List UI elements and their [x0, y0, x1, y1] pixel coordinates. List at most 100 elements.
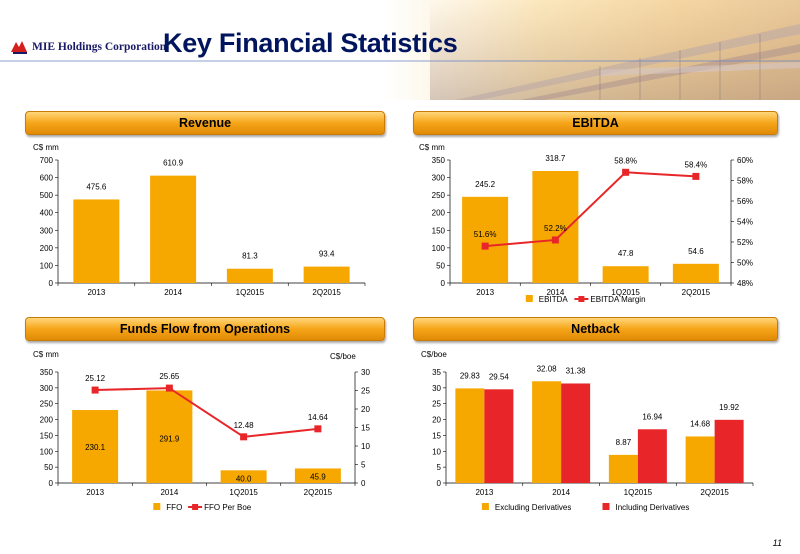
- ebitda-y-tick-label: 100: [432, 244, 446, 253]
- ebitda-line-marker: [551, 236, 559, 244]
- netback-y-tick-label: 35: [432, 368, 441, 377]
- ffo-bar-label: 230.1: [85, 443, 106, 452]
- ffo-y-tick-label: 350: [40, 368, 54, 377]
- netback-y-tick-label: 0: [437, 479, 442, 488]
- ffo-y-tick-label: 200: [40, 416, 54, 425]
- netback-x-tick-label: 1Q2015: [624, 488, 653, 497]
- ffo-y-axis-label: C$ mm: [33, 350, 59, 359]
- netback-legend-label: Excluding Derivatives: [495, 503, 571, 512]
- ebitda-y-axis-label: C$ mm: [419, 143, 445, 152]
- ebitda-y2-tick-label: 52%: [737, 238, 753, 247]
- ffo-y2-tick-label: 30: [361, 368, 370, 377]
- ffo-bar-label: 40.0: [236, 474, 252, 483]
- page-title: Key Financial Statistics: [163, 28, 458, 58]
- ebitda-x-tick-label: 2013: [476, 288, 494, 297]
- ffo-y-tick-label: 50: [44, 463, 53, 472]
- netback-bar: [637, 429, 667, 483]
- page-number: 11: [772, 538, 782, 548]
- ffo-legend-label: FFO: [166, 503, 182, 512]
- revenue-x-tick-label: 1Q2015: [236, 288, 265, 297]
- netback-x-tick-label: 2013: [475, 488, 493, 497]
- ffo-chart: C$ mm C$/boe 0 50 100 150 200 250 300 350 0 5 10 15 20…: [33, 350, 370, 512]
- ebitda-x-tick-label: 2014: [546, 288, 564, 297]
- revenue-panel-title: Revenue: [25, 111, 385, 135]
- revenue-bar-label: 610.9: [163, 159, 184, 168]
- ffo-x-tick-label: 2Q2015: [304, 488, 333, 497]
- netback-bar: [532, 381, 562, 483]
- revenue-y-tick-label: 600: [40, 174, 54, 183]
- netback-bar: [608, 454, 638, 483]
- ebitda-bar: [602, 266, 649, 283]
- ffo-y2-tick-label: 10: [361, 442, 370, 451]
- ffo-y2-tick-label: 5: [361, 461, 366, 470]
- ffo-line-label: 14.64: [308, 413, 329, 422]
- ffo-line-label: 12.48: [234, 421, 255, 430]
- netback-y-tick-label: 15: [432, 431, 441, 440]
- revenue-y-tick-label: 0: [49, 279, 54, 288]
- ffo-line-label: 25.12: [85, 374, 106, 383]
- ebitda-line-marker: [692, 172, 700, 180]
- ffo-y2-tick-label: 25: [361, 387, 370, 396]
- revenue-chart: C$ mm 0 100 200 300 400 500 600 700 2013 2014 1Q201…: [33, 143, 366, 297]
- netback-bar: [561, 383, 591, 483]
- ffo-line-marker: [240, 433, 248, 441]
- ebitda-y-tick-label: 250: [432, 191, 446, 200]
- ffo-bar-label: 45.9: [310, 472, 326, 481]
- ebitda-line-marker: [622, 168, 630, 176]
- revenue-x-tick-label: 2Q2015: [312, 288, 341, 297]
- oil-drop-icon: [11, 41, 27, 54]
- ebitda-bar-label: 318.7: [545, 154, 566, 163]
- ebitda-y2-tick-label: 56%: [737, 197, 753, 206]
- netback-x-tick-label: 2Q2015: [700, 488, 729, 497]
- revenue-x-tick-label: 2013: [87, 288, 105, 297]
- ffo-x-tick-label: 1Q2015: [229, 488, 258, 497]
- netback-y-tick-label: 25: [432, 400, 441, 409]
- ebitda-bar: [672, 263, 719, 283]
- slide-header: MIE Holdings Corporation Key Financial S…: [0, 0, 800, 100]
- ebitda-series-line: [485, 171, 696, 248]
- ebitda-bar: [462, 196, 509, 283]
- ebitda-chart: C$ mm 0 50 100 150 200 250 300 350 48% 50% 52% 54% 56…: [419, 143, 753, 304]
- ebitda-bar-label: 54.6: [688, 247, 704, 256]
- ffo-legend-label: FFO Per Boe: [204, 503, 252, 512]
- ffo-bar: [220, 470, 267, 483]
- netback-y-axis-label: C$/boe: [421, 350, 447, 359]
- netback-bar-label: 16.94: [642, 412, 663, 421]
- ffo-x-tick-label: 2014: [160, 488, 178, 497]
- ebitda-bar-label: 47.8: [618, 249, 634, 258]
- ffo-y-tick-label: 250: [40, 400, 54, 409]
- revenue-bar-label: 93.4: [319, 250, 335, 259]
- netback-bar-label: 19.92: [719, 403, 740, 412]
- netback-y-tick-label: 5: [437, 463, 442, 472]
- revenue-y-tick-label: 400: [40, 209, 54, 218]
- ebitda-x-tick-label: 2Q2015: [682, 288, 711, 297]
- ebitda-panel-title: EBITDA: [413, 111, 778, 135]
- revenue-bar: [303, 266, 350, 283]
- netback-panel-title: Netback: [413, 317, 778, 341]
- ebitda-y-tick-label: 350: [432, 156, 446, 165]
- ebitda-y-tick-label: 300: [432, 174, 446, 183]
- ebitda-line-label: 51.6%: [474, 230, 497, 239]
- ffo-y2-axis-label: C$/boe: [330, 352, 356, 361]
- revenue-bar: [150, 175, 197, 283]
- netback-bar-label: 31.38: [566, 366, 587, 375]
- netback-y-tick-label: 20: [432, 416, 441, 425]
- ebitda-line-label: 58.4%: [685, 160, 708, 169]
- netback-bar: [455, 388, 485, 483]
- revenue-bar: [226, 268, 273, 283]
- netback-bar-label: 14.68: [690, 419, 711, 428]
- ebitda-y2-tick-label: 58%: [737, 177, 753, 186]
- revenue-bar-label: 81.3: [242, 252, 258, 261]
- ebitda-line-label: 58.8%: [614, 156, 637, 165]
- revenue-bar-label: 475.6: [86, 182, 107, 191]
- ffo-legend-swatch: [153, 503, 161, 510]
- header-background: [0, 0, 800, 100]
- ffo-bar: [146, 390, 193, 483]
- netback-legend-label: Including Derivatives: [616, 503, 690, 512]
- ffo-bar-label: 291.9: [159, 434, 180, 443]
- ebitda-y2-tick-label: 50%: [737, 259, 753, 268]
- ebitda-legend-swatch: [525, 295, 533, 302]
- netback-chart: C$/boe 0 5 10 15 20 25 30 35 2013 2014 1Q2015 2Q2015…: [421, 350, 754, 512]
- company-logo: MIE Holdings Corporation: [10, 36, 166, 58]
- ffo-line-marker: [91, 386, 99, 394]
